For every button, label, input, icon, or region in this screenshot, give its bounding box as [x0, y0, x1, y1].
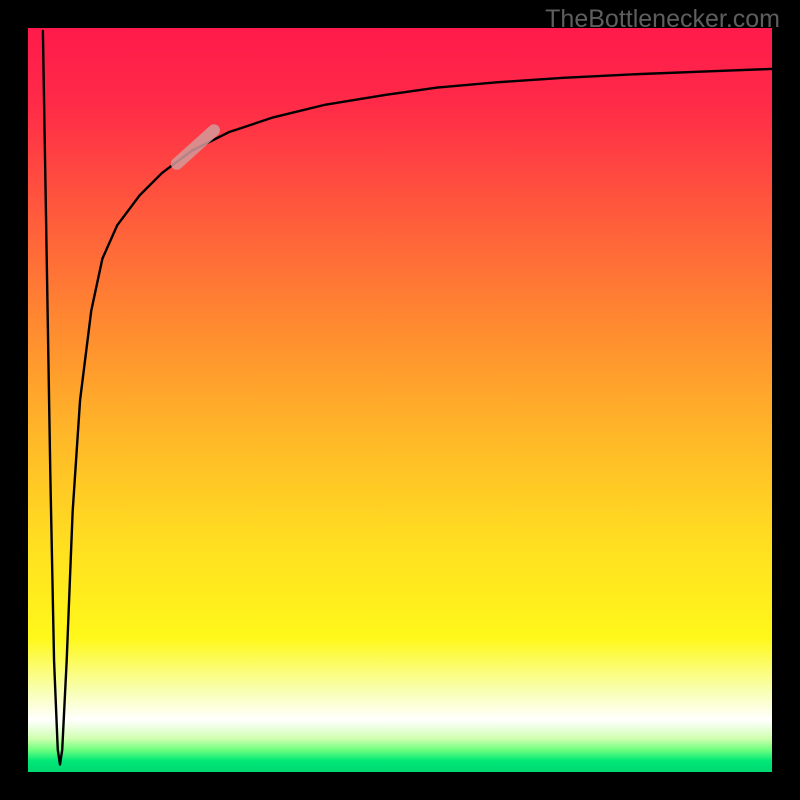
watermark-text: TheBottlenecker.com — [545, 5, 780, 34]
plot-background — [28, 28, 772, 772]
plot-area — [28, 28, 772, 772]
curve-layer — [28, 28, 772, 772]
chart-container: TheBottlenecker.com — [0, 0, 800, 800]
